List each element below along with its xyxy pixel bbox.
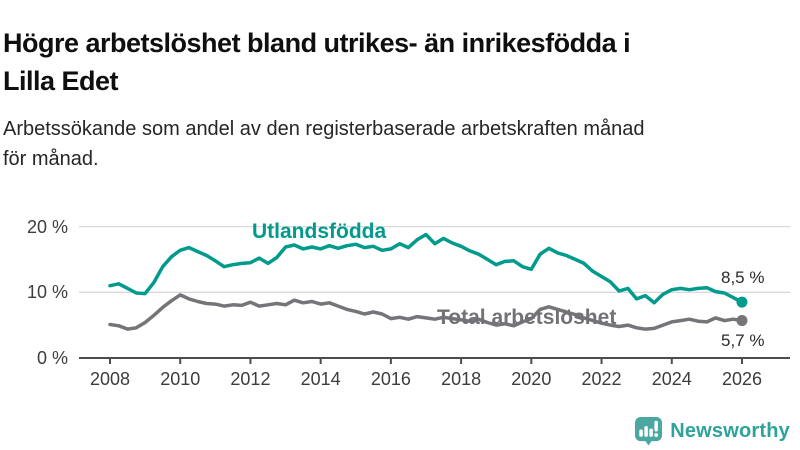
y-tick-label-0: 0 %	[36, 348, 68, 368]
y-tick-label-20: 20 %	[26, 216, 68, 237]
x-tick-label-2020: 2020	[511, 369, 552, 389]
x-tick-label-2014: 2014	[300, 369, 341, 389]
series-line-1	[108, 293, 744, 331]
x-tick-label-2024: 2024	[651, 369, 692, 389]
chart-title: Högre arbetslöshet bland utrikes- än inr…	[3, 24, 791, 100]
x-tick-label-2010: 2010	[160, 369, 201, 389]
end-value-label-total: 5,7 %	[721, 331, 765, 350]
x-tick-label-2026: 2026	[721, 369, 762, 389]
series-label-total-arbetsloshet: Total arbetslöshet	[437, 306, 617, 329]
series-label-utlandsfodda: Utlandsfödda	[252, 220, 387, 243]
x-tick-label-2012: 2012	[230, 369, 271, 389]
subtitle-line-1: Arbetssökande som andel av den registerb…	[3, 118, 645, 140]
newsworthy-logo-text: Newsworthy	[670, 419, 790, 442]
subtitle-line-2: för månad.	[3, 148, 99, 170]
series-end-dot-0	[736, 296, 748, 308]
x-tick-label-2018: 2018	[441, 369, 482, 389]
newsworthy-logo[interactable]: Newsworthy	[634, 415, 790, 447]
end-value-label-utlandsfodda: 8,5 %	[721, 268, 765, 287]
x-tick-label-2016: 2016	[370, 369, 411, 389]
title-line-1: Högre arbetslöshet bland utrikes- än inr…	[3, 28, 631, 59]
x-tick-label-2022: 2022	[581, 369, 622, 389]
title-line-2: Lilla Edet	[3, 66, 119, 97]
series-line-0	[108, 232, 744, 305]
x-tick-label-2008: 2008	[89, 369, 131, 389]
series-end-dot-1	[736, 315, 748, 327]
newsworthy-barchart-exclamation-icon	[635, 416, 663, 446]
y-tick-label-10: 10 %	[26, 282, 68, 303]
chart-subtitle: Arbetssökande som andel av den registerb…	[3, 114, 791, 174]
